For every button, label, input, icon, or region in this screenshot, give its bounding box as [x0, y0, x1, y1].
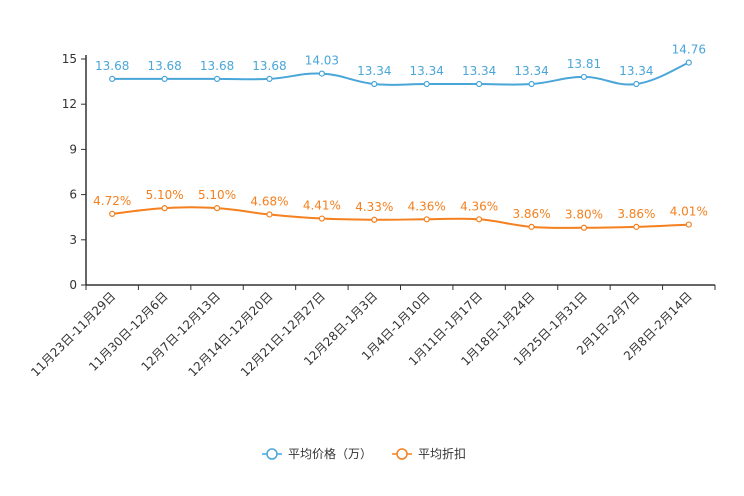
y-tick-label: 9 — [69, 142, 77, 156]
series-price: 13.68 13.68 13.68 13.68 14.03 13.34 13.34 13.34… — [95, 43, 706, 88]
legend-marker-discount — [396, 448, 408, 460]
legend-label-price: 平均价格（万） — [288, 446, 372, 461]
data-point — [580, 73, 588, 81]
legend-label-discount: 平均折扣 — [418, 446, 466, 461]
data-label: 3.86% — [617, 207, 655, 221]
data-point — [213, 205, 221, 212]
data-label: 4.41% — [303, 199, 341, 213]
data-label: 13.68 — [252, 59, 286, 73]
series-line-price — [112, 61, 690, 86]
data-point — [109, 75, 116, 82]
series-discount: 4.72% 5.10% 5.10% 4.68% 4.41% 4.33% 4.36% 4.36%… — [93, 188, 708, 231]
data-label: 13.68 — [95, 59, 129, 73]
data-label: 3.80% — [565, 208, 603, 222]
data-label: 4.01% — [670, 205, 708, 219]
data-label: 13.34 — [619, 64, 653, 78]
data-point — [528, 223, 535, 230]
data-point — [318, 215, 325, 222]
data-label: 13.68 — [200, 59, 234, 73]
y-tick-label: 0 — [69, 278, 77, 292]
data-point — [633, 80, 640, 88]
data-label: 13.34 — [462, 64, 496, 78]
y-tick-label: 15 — [62, 52, 77, 66]
data-point — [161, 205, 168, 212]
y-tick-label: 6 — [69, 188, 77, 202]
data-label: 13.34 — [514, 64, 548, 78]
data-point — [528, 80, 535, 88]
data-label: 14.03 — [305, 54, 339, 68]
data-label: 14.76 — [672, 43, 706, 57]
data-point — [476, 216, 483, 223]
data-point — [318, 70, 325, 77]
series-line-discount — [112, 206, 689, 229]
data-label: 4.72% — [93, 194, 131, 208]
data-point — [213, 75, 221, 82]
data-label: 13.34 — [357, 64, 391, 78]
data-point — [423, 80, 430, 88]
data-point — [266, 211, 273, 218]
data-label: 3.86% — [512, 207, 550, 221]
data-point — [476, 80, 483, 88]
data-point — [266, 75, 273, 82]
data-label: 5.10% — [146, 188, 184, 202]
y-tick-label: 12 — [62, 97, 77, 111]
data-label: 4.36% — [408, 199, 446, 213]
data-point — [580, 224, 588, 231]
data-point — [371, 80, 378, 88]
data-point — [371, 216, 378, 223]
y-tick-label: 3 — [69, 233, 77, 247]
data-point — [685, 59, 692, 66]
data-label: 13.81 — [567, 57, 601, 71]
data-label: 13.68 — [147, 59, 181, 73]
data-label: 4.36% — [460, 199, 498, 213]
data-label: 5.10% — [198, 188, 236, 202]
x-tick-label: 11月23日-11月29日 — [28, 289, 118, 379]
data-point — [161, 75, 168, 82]
legend-marker-price — [266, 448, 278, 460]
data-label: 4.68% — [250, 194, 288, 208]
legend: 平均价格（万） 平均折扣 — [262, 446, 466, 461]
data-point — [633, 223, 640, 230]
data-label: 13.34 — [410, 64, 444, 78]
data-point — [685, 221, 692, 228]
data-point — [423, 216, 430, 223]
data-point — [109, 210, 116, 217]
data-label: 4.33% — [355, 200, 393, 214]
